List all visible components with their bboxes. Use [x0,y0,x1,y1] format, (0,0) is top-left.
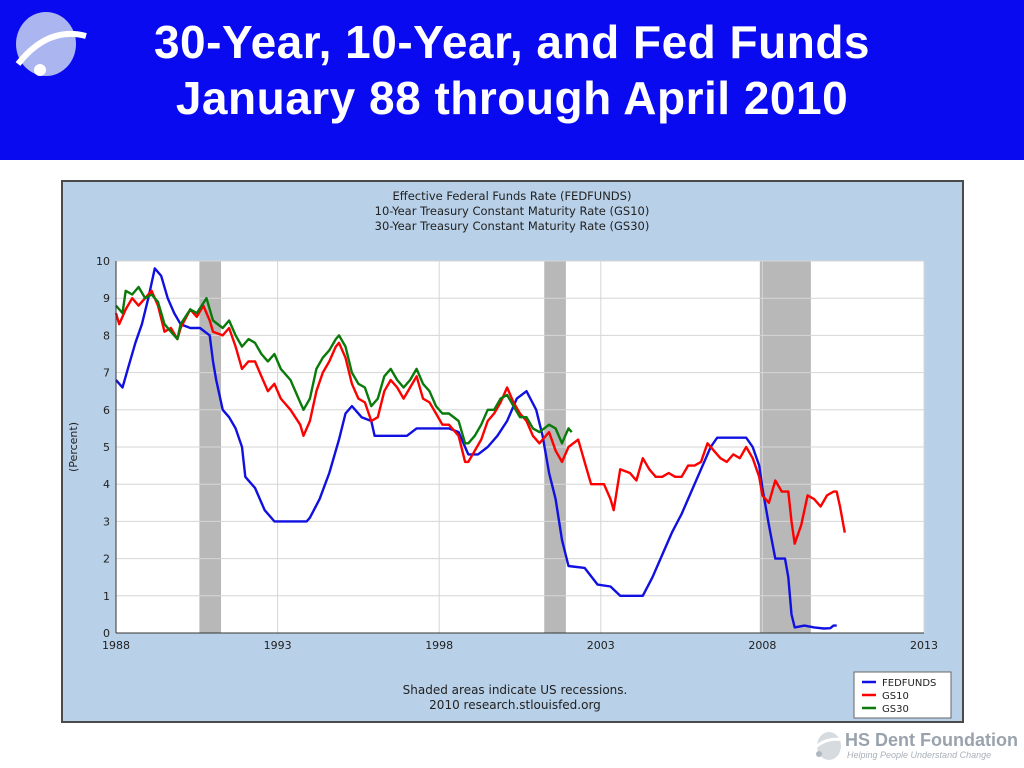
x-tick-label: 1988 [102,639,130,652]
series-line-fedfunds [115,267,837,630]
chart-note: 2010 research.stlouisfed.org [429,698,601,712]
x-tick-label: 2003 [587,639,615,652]
x-tick-label: 1993 [264,639,292,652]
series-line-gs10 [114,289,846,545]
series-line-gs30 [115,285,573,445]
slide-header: 30-Year, 10-Year, and Fed Funds January … [0,0,1024,160]
y-tick-label: 0 [103,627,110,640]
y-tick-label: 7 [103,367,110,380]
y-tick-label: 4 [103,478,110,491]
chart-note: Shaded areas indicate US recessions. [403,683,628,697]
x-tick-label: 1998 [425,639,453,652]
y-tick-label: 9 [103,292,110,305]
line-chart: Effective Federal Funds Rate (FEDFUNDS)1… [67,189,952,719]
brand-name: HS Dent Foundation [845,730,1018,750]
y-axis-label: (Percent) [67,422,80,472]
brand-tagline: Helping People Understand Change [847,750,992,760]
chart-panel: Effective Federal Funds Rate (FEDFUNDS) 1… [61,180,964,723]
y-tick-label: 1 [103,590,110,603]
legend-label: FEDFUNDS [882,678,936,689]
footer-swirl-icon [807,732,844,760]
y-tick-label: 2 [103,553,110,566]
x-tick-label: 2008 [748,639,776,652]
footer-logo: HS Dent Foundation Helping People Unders… [805,728,1018,764]
chart-title-line: Effective Federal Funds Rate (FEDFUNDS) [393,189,632,203]
y-tick-label: 8 [103,329,110,342]
slide-title-line2: January 88 through April 2010 [175,72,849,124]
y-tick-label: 5 [103,441,110,454]
x-tick-label: 2013 [910,639,938,652]
chart-title-line: 30-Year Treasury Constant Maturity Rate … [375,219,650,233]
y-tick-label: 6 [103,404,110,417]
chart-title-line: 10-Year Treasury Constant Maturity Rate … [375,204,650,218]
slide-title-line1: 30-Year, 10-Year, and Fed Funds [153,16,871,68]
swirl-logo-icon [15,12,87,76]
y-tick-label: 3 [103,515,110,528]
y-tick-label: 10 [96,255,110,268]
legend-label: GS10 [882,691,909,702]
legend-label: GS30 [882,704,909,715]
